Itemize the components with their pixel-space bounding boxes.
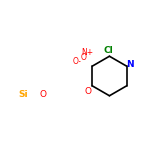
Text: O: O — [39, 90, 46, 99]
Text: N+: N+ — [82, 48, 94, 57]
Text: O: O — [80, 52, 86, 62]
Text: Cl: Cl — [103, 46, 113, 55]
Text: O-: O- — [73, 57, 82, 66]
Text: Si: Si — [18, 90, 28, 99]
Text: O: O — [84, 87, 91, 97]
Text: N: N — [126, 60, 133, 69]
